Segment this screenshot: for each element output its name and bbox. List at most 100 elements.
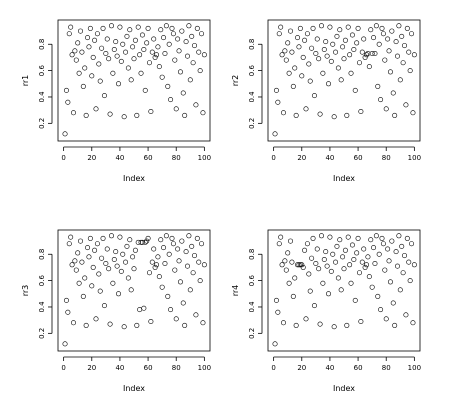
data-point: [352, 297, 358, 303]
data-point: [113, 249, 119, 255]
x-tick-label: 20: [297, 364, 306, 372]
x-tick-label: 60: [144, 364, 153, 372]
data-point: [292, 65, 298, 71]
data-point: [372, 260, 378, 266]
data-point: [96, 271, 102, 277]
data-point: [364, 262, 370, 268]
data-point: [358, 108, 364, 114]
data-point: [276, 241, 282, 247]
data-point: [359, 259, 365, 265]
data-point: [107, 321, 113, 327]
data-point: [390, 90, 396, 96]
data-point: [293, 322, 299, 328]
data-point: [338, 287, 344, 293]
data-point: [193, 102, 199, 108]
data-point: [163, 233, 169, 239]
data-point: [151, 246, 157, 252]
data-point: [394, 53, 400, 59]
data-point: [137, 52, 143, 58]
data-point: [196, 259, 202, 265]
data-point: [273, 87, 279, 93]
data-point: [352, 87, 358, 93]
data-point: [183, 39, 189, 45]
data-point: [286, 70, 292, 76]
data-point: [108, 233, 114, 239]
data-point: [165, 83, 171, 89]
data-point: [313, 50, 319, 56]
data-point: [154, 262, 160, 268]
data-point: [394, 263, 400, 269]
x-axis-title: Index: [123, 384, 145, 393]
data-point: [161, 35, 167, 41]
data-point: [154, 52, 160, 58]
y-tick-label: 0.4: [38, 91, 46, 103]
data-point: [341, 266, 347, 272]
data-point: [387, 279, 393, 285]
data-point: [76, 70, 82, 76]
x-tick-label: 20: [87, 364, 96, 372]
data-point: [184, 263, 190, 269]
data-point: [354, 40, 360, 46]
data-point: [199, 241, 205, 247]
data-point: [323, 39, 329, 45]
data-point: [177, 69, 183, 75]
y-tick-label: 0.8: [248, 249, 256, 260]
data-point: [193, 312, 199, 318]
plot-frame: [57, 229, 211, 352]
data-point: [76, 280, 82, 286]
data-point: [130, 44, 136, 50]
plot-frame: [57, 19, 211, 142]
data-point: [131, 266, 137, 272]
data-point: [386, 258, 392, 264]
data-point: [132, 37, 138, 43]
data-point: [97, 78, 103, 84]
data-point: [340, 44, 346, 50]
data-point: [86, 44, 92, 50]
data-point: [306, 271, 312, 277]
data-point: [295, 35, 301, 41]
x-tick-label: 20: [297, 154, 306, 162]
data-point: [163, 23, 169, 29]
data-point: [358, 318, 364, 324]
x-tick-label: 20: [87, 154, 96, 162]
data-point: [309, 255, 315, 261]
data-point: [347, 262, 353, 268]
data-point: [169, 235, 175, 241]
y-tick-label: 0.8: [248, 39, 256, 50]
data-point: [124, 33, 130, 39]
data-point: [196, 49, 202, 55]
x-tick-label: 80: [172, 154, 181, 162]
data-point: [361, 246, 367, 252]
data-point: [125, 275, 131, 281]
x-tick-label: 60: [354, 154, 363, 162]
data-point: [149, 259, 155, 265]
data-point: [335, 65, 341, 71]
data-point: [70, 320, 76, 326]
data-point: [75, 250, 81, 256]
data-point: [296, 262, 302, 268]
data-point: [354, 250, 360, 256]
data-point: [197, 68, 203, 74]
data-point: [201, 262, 207, 268]
data-point: [376, 251, 382, 257]
data-point: [99, 255, 105, 261]
data-point: [404, 235, 410, 241]
data-point: [316, 56, 322, 62]
data-point: [286, 280, 292, 286]
data-point: [324, 53, 330, 59]
data-point: [279, 262, 285, 268]
data-point: [380, 31, 386, 37]
y-tick-label: 0.2: [38, 118, 46, 129]
data-point: [104, 36, 110, 42]
data-point: [318, 23, 324, 29]
data-point: [310, 25, 316, 31]
data-point: [282, 48, 288, 54]
data-point: [116, 291, 122, 297]
data-point: [100, 25, 106, 31]
data-point: [70, 110, 76, 116]
data-point: [104, 246, 110, 252]
data-point: [333, 49, 339, 55]
data-point: [406, 49, 412, 55]
data-point: [323, 249, 329, 255]
data-point: [117, 24, 123, 30]
